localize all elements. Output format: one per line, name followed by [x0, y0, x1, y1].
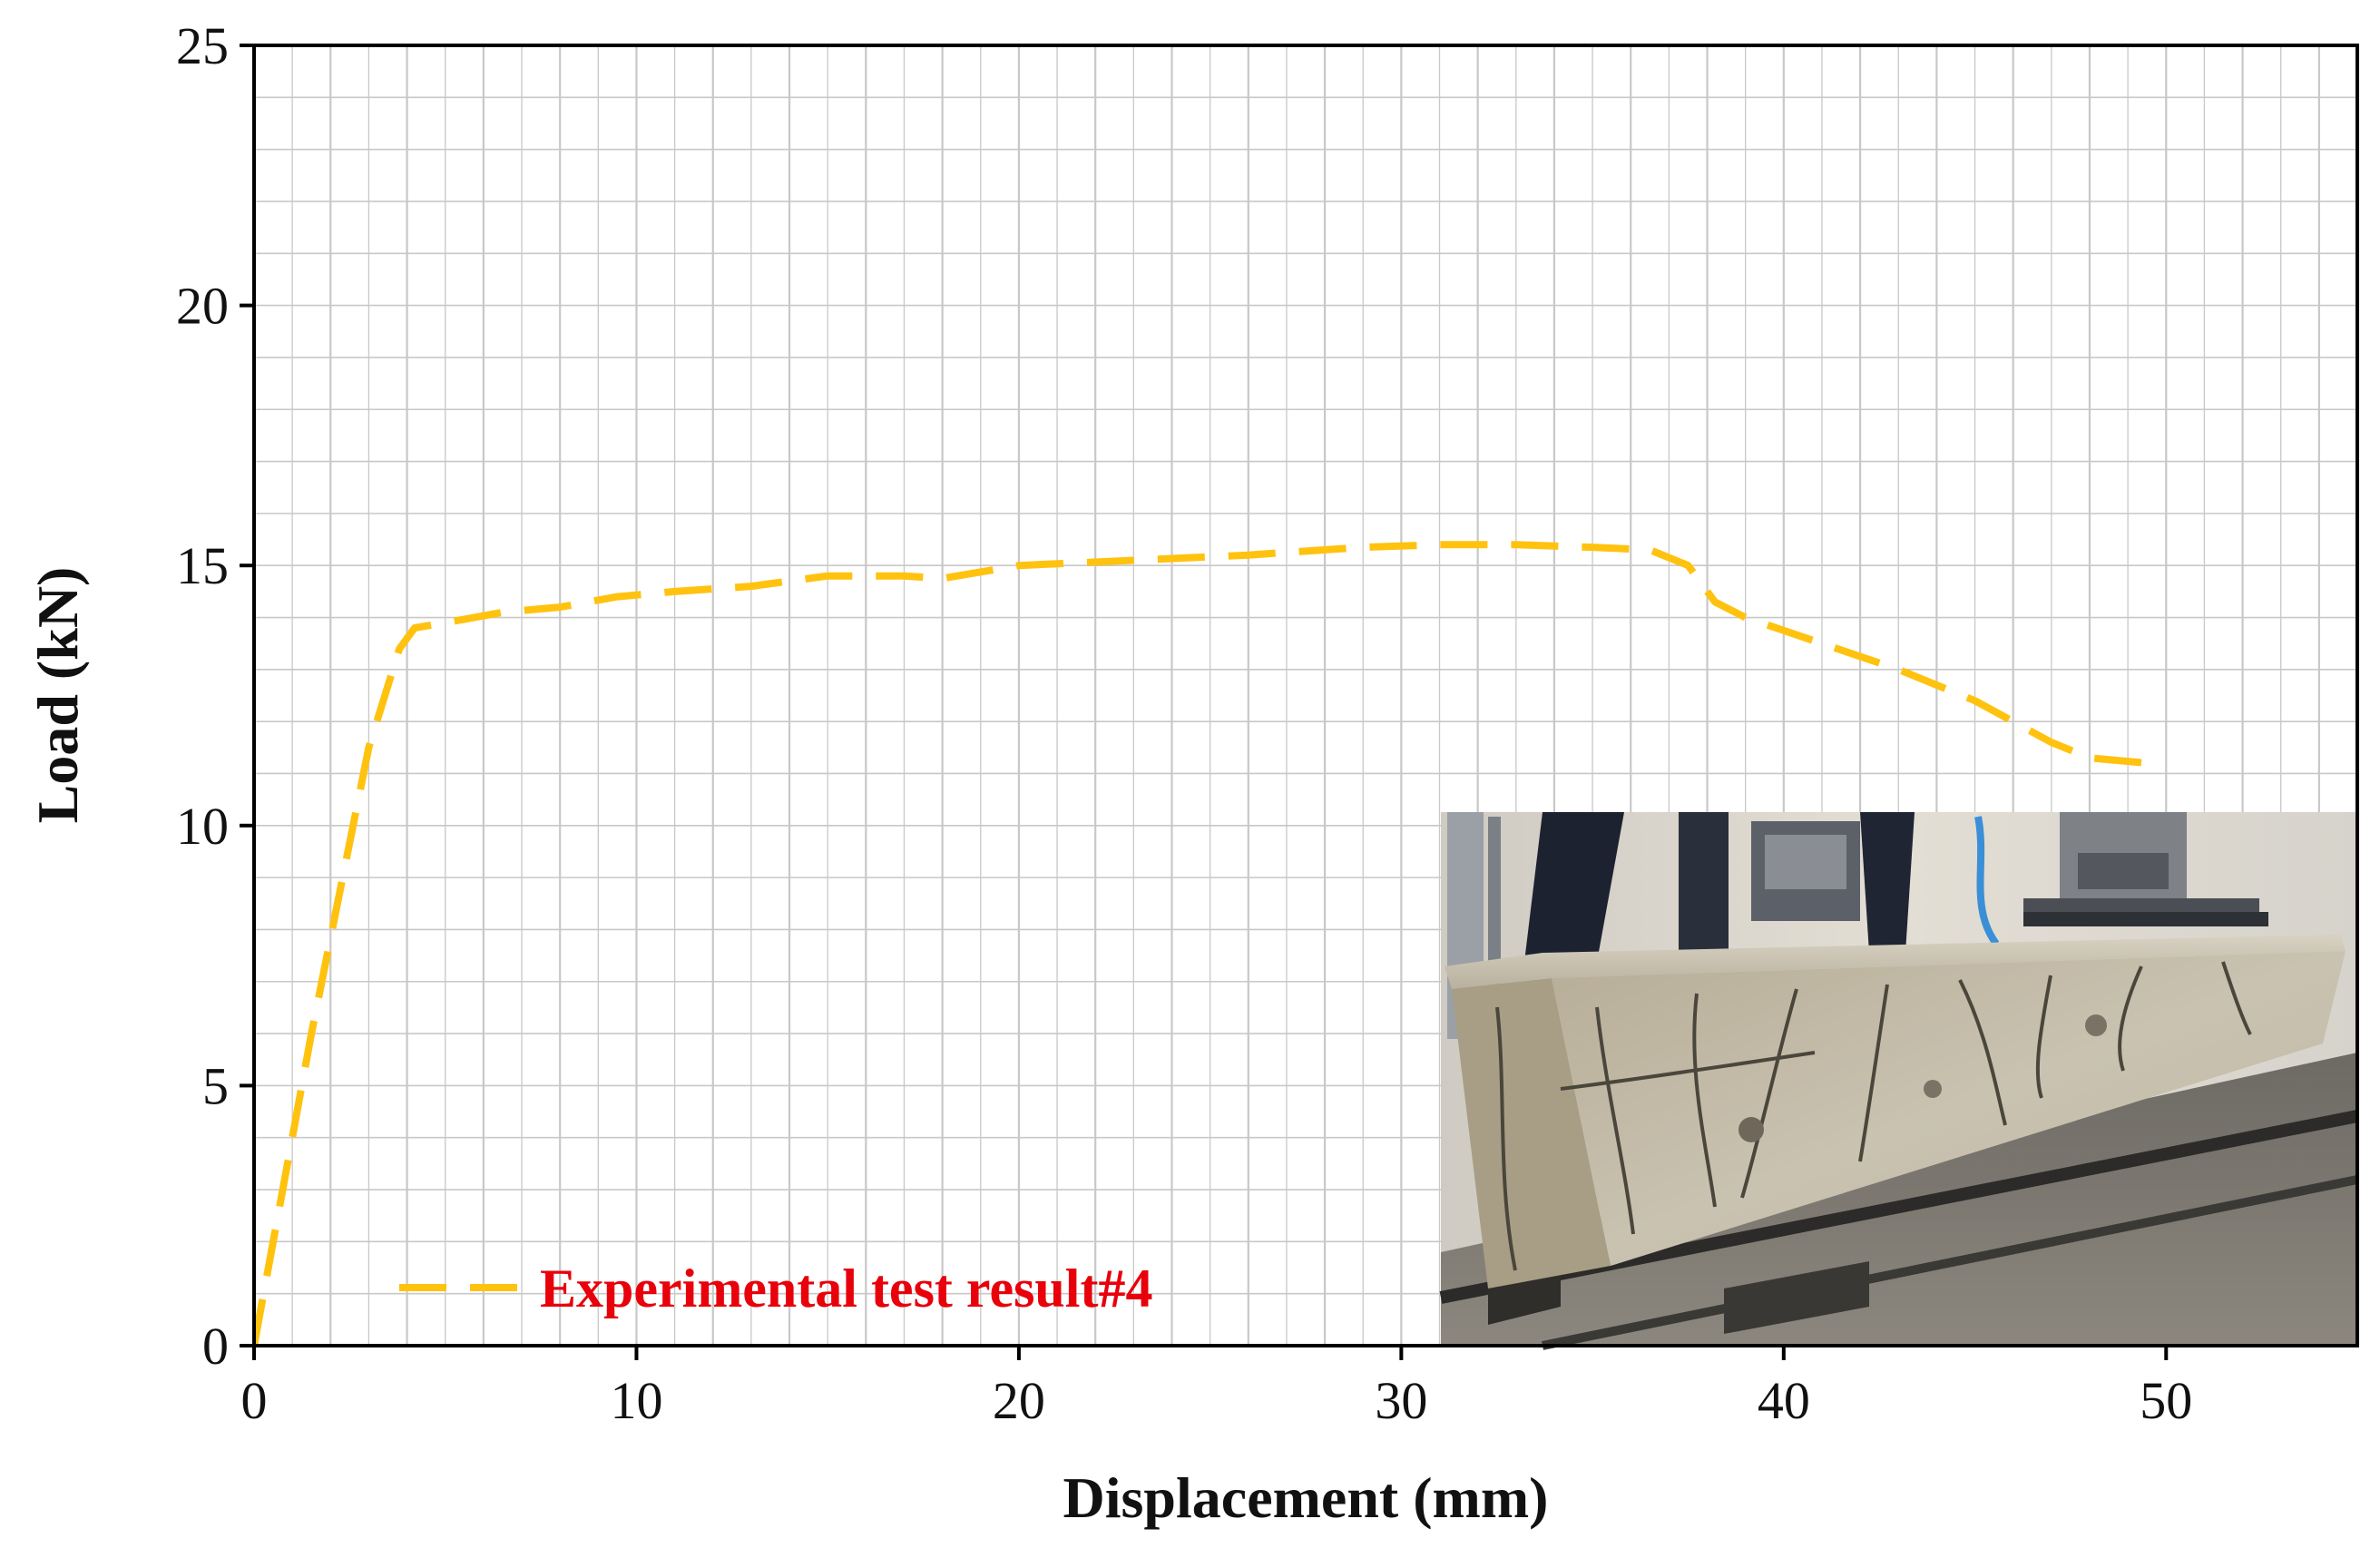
y-tick-labels: 0 5 10 15 20 25: [176, 16, 229, 1376]
beam-test-photo: [1439, 812, 2359, 1350]
x-tick-label: 30: [1375, 1371, 1427, 1430]
x-tick-label: 40: [1758, 1371, 1810, 1430]
y-tick-label: 20: [176, 277, 229, 336]
series-line-experimental: [254, 541, 2148, 1346]
x-axis-title: Displacement (mm): [1063, 1465, 1549, 1530]
x-tick-label: 20: [993, 1371, 1045, 1430]
legend-label: Experimental test result#4: [540, 1259, 1152, 1318]
plot-frame: [252, 44, 2359, 1347]
x-tick-label: 50: [2140, 1371, 2192, 1430]
x-tick-label: 10: [610, 1371, 662, 1430]
y-tick-label: 10: [176, 797, 229, 856]
axis-ticks: [240, 44, 2169, 1360]
y-tick-label: 25: [176, 16, 229, 75]
y-tick-label: 0: [202, 1317, 229, 1376]
x-tick-label: 0: [241, 1371, 268, 1430]
x-tick-labels: 0 10 20 30 40 50: [241, 1371, 2193, 1430]
y-axis-title: Load (kN): [25, 567, 90, 824]
y-tick-label: 15: [176, 536, 229, 595]
y-tick-label: 5: [202, 1056, 229, 1115]
legend: Experimental test result#4: [399, 1259, 1152, 1318]
